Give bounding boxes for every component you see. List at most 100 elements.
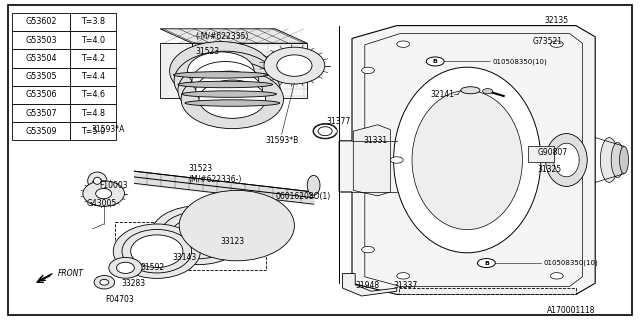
Ellipse shape <box>412 91 522 230</box>
Text: T=4.6: T=4.6 <box>81 90 106 100</box>
Ellipse shape <box>94 276 115 289</box>
Ellipse shape <box>209 209 264 243</box>
Ellipse shape <box>83 181 124 206</box>
Text: F04703: F04703 <box>106 295 134 304</box>
Bar <box>12 49 70 68</box>
Text: T=3.8: T=3.8 <box>81 17 106 27</box>
Ellipse shape <box>178 61 280 120</box>
Ellipse shape <box>100 279 109 285</box>
Ellipse shape <box>174 51 276 110</box>
Text: 010508350(10): 010508350(10) <box>544 260 599 266</box>
Circle shape <box>426 57 444 66</box>
Text: 31325: 31325 <box>538 165 562 174</box>
Ellipse shape <box>116 262 134 273</box>
Text: T=4.0: T=4.0 <box>81 36 106 45</box>
Text: G53503: G53503 <box>25 36 57 45</box>
Ellipse shape <box>160 212 237 259</box>
Ellipse shape <box>96 188 112 199</box>
Ellipse shape <box>620 147 628 173</box>
Text: 31593*A: 31593*A <box>92 125 125 134</box>
Text: T=4.2: T=4.2 <box>81 54 106 63</box>
Bar <box>12 104 70 122</box>
Ellipse shape <box>109 257 142 278</box>
Ellipse shape <box>192 61 259 100</box>
Text: 32135: 32135 <box>545 16 569 25</box>
Text: G73521: G73521 <box>532 37 562 46</box>
Ellipse shape <box>185 100 280 106</box>
Polygon shape <box>339 26 595 294</box>
Ellipse shape <box>170 218 227 252</box>
Text: G90807: G90807 <box>538 148 568 156</box>
Ellipse shape <box>178 81 273 88</box>
Bar <box>70 86 116 104</box>
Ellipse shape <box>600 138 618 182</box>
Bar <box>70 49 116 68</box>
Ellipse shape <box>88 172 107 189</box>
Text: A170001118: A170001118 <box>547 306 595 315</box>
Ellipse shape <box>173 72 268 78</box>
Text: 31523: 31523 <box>189 164 213 172</box>
Ellipse shape <box>264 47 325 84</box>
Bar <box>70 68 116 86</box>
Text: 33283: 33283 <box>122 279 146 288</box>
Bar <box>12 86 70 104</box>
Text: 31593*B: 31593*B <box>266 136 299 145</box>
Circle shape <box>477 259 495 268</box>
Polygon shape <box>160 29 307 43</box>
Circle shape <box>390 157 403 163</box>
Ellipse shape <box>545 134 588 186</box>
Ellipse shape <box>179 190 294 261</box>
Ellipse shape <box>307 175 320 195</box>
Text: (M/#622336-): (M/#622336-) <box>189 175 242 184</box>
Bar <box>70 31 116 49</box>
Text: 06016208O(1): 06016208O(1) <box>275 192 330 201</box>
Ellipse shape <box>199 80 266 118</box>
Circle shape <box>362 246 374 253</box>
Circle shape <box>550 273 563 279</box>
Text: G53506: G53506 <box>25 90 57 100</box>
Ellipse shape <box>196 71 262 109</box>
Ellipse shape <box>131 235 183 268</box>
Text: 33143: 33143 <box>173 253 197 262</box>
Text: (-M/#622335): (-M/#622335) <box>195 32 248 41</box>
Text: G53505: G53505 <box>25 72 57 81</box>
Text: G53509: G53509 <box>25 127 57 136</box>
Text: G43005: G43005 <box>86 199 116 208</box>
Circle shape <box>483 89 493 94</box>
Ellipse shape <box>611 142 624 178</box>
Text: 32141: 32141 <box>430 90 454 99</box>
Ellipse shape <box>170 42 272 100</box>
Text: 33123: 33123 <box>221 237 245 246</box>
Ellipse shape <box>318 127 332 136</box>
Ellipse shape <box>122 229 191 273</box>
Ellipse shape <box>277 55 312 76</box>
Text: 31337: 31337 <box>394 281 418 290</box>
Ellipse shape <box>181 70 284 129</box>
Polygon shape <box>342 274 397 296</box>
Text: T=4.8: T=4.8 <box>81 108 106 118</box>
Text: 010508350(10): 010508350(10) <box>493 58 548 65</box>
Text: 31523: 31523 <box>195 47 220 56</box>
Ellipse shape <box>188 52 254 90</box>
Bar <box>70 122 116 140</box>
Polygon shape <box>160 43 192 98</box>
Text: FRONT: FRONT <box>58 269 84 278</box>
Bar <box>70 104 116 122</box>
Text: 31377: 31377 <box>326 117 351 126</box>
Polygon shape <box>353 125 390 196</box>
Text: F10003: F10003 <box>99 181 128 190</box>
Text: B: B <box>433 59 438 64</box>
Circle shape <box>397 273 410 279</box>
Ellipse shape <box>394 67 541 253</box>
Ellipse shape <box>189 197 284 254</box>
Bar <box>12 31 70 49</box>
Bar <box>12 122 70 140</box>
Circle shape <box>362 67 374 74</box>
Circle shape <box>397 41 410 47</box>
Text: 31331: 31331 <box>363 136 387 145</box>
Ellipse shape <box>200 203 275 249</box>
Ellipse shape <box>93 177 101 184</box>
Polygon shape <box>192 43 307 98</box>
Text: T=4.4: T=4.4 <box>81 72 106 81</box>
Ellipse shape <box>461 87 480 94</box>
